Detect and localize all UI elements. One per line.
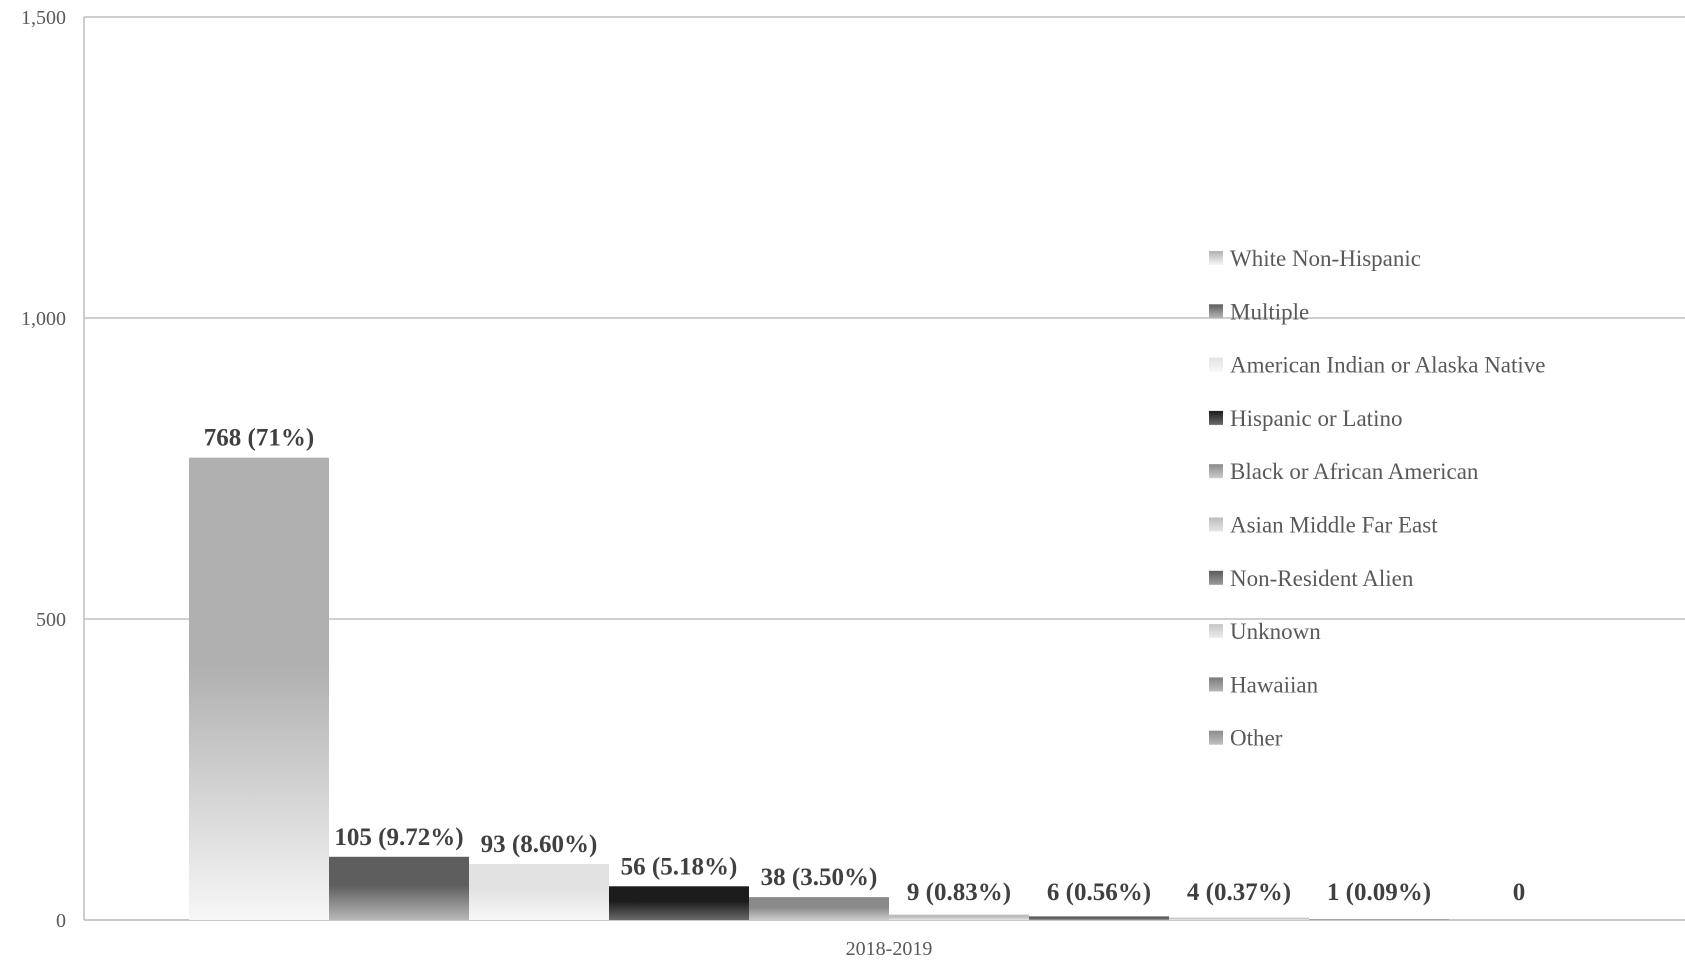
legend-swatch xyxy=(1209,624,1223,639)
y-tick-label: 0 xyxy=(56,910,66,932)
legend-swatch xyxy=(1209,357,1223,372)
legend-label: Other xyxy=(1230,726,1283,751)
bar xyxy=(1029,916,1169,920)
data-label: 768 (71%) xyxy=(204,425,314,452)
legend: White Non-Hispanic Multiple American India… xyxy=(1209,246,1546,751)
legend-swatch xyxy=(1209,464,1223,479)
y-tick-label: 1,500 xyxy=(21,7,66,29)
legend-label: American Indian or Alaska Native xyxy=(1230,353,1546,378)
data-label: 0 xyxy=(1513,879,1526,906)
legend-swatch xyxy=(1209,517,1223,532)
bar xyxy=(329,856,469,920)
bar xyxy=(749,897,889,920)
y-tick-label: 1,000 xyxy=(21,308,66,330)
bar xyxy=(469,864,609,920)
legend-label: Hispanic or Latino xyxy=(1230,406,1402,431)
bar xyxy=(189,457,329,920)
data-label: 4 (0.37%) xyxy=(1187,879,1291,906)
legend-label: Non-Resident Alien xyxy=(1230,566,1414,591)
legend-label: Asian Middle Far East xyxy=(1230,513,1438,538)
legend-label: White Non-Hispanic xyxy=(1230,246,1421,271)
legend-label: Multiple xyxy=(1230,299,1309,324)
data-label: 93 (8.60%) xyxy=(481,831,598,858)
data-label: 1 (0.09%) xyxy=(1327,879,1431,906)
data-label: 38 (3.50%) xyxy=(761,864,878,891)
legend-swatch xyxy=(1209,251,1223,265)
bar xyxy=(1309,919,1449,920)
x-category-label: 2018-2019 xyxy=(846,938,933,960)
y-tick-label: 500 xyxy=(36,609,66,631)
bars xyxy=(189,457,1449,920)
legend-label: Black or African American xyxy=(1230,459,1479,484)
data-label: 56 (5.18%) xyxy=(621,853,738,880)
legend-swatch xyxy=(1209,410,1223,425)
data-label: 9 (0.83%) xyxy=(907,879,1011,906)
data-label: 105 (9.72%) xyxy=(334,824,463,851)
bar xyxy=(1169,917,1309,920)
legend-swatch xyxy=(1209,304,1223,319)
legend-swatch xyxy=(1209,730,1223,745)
legend-swatch xyxy=(1209,570,1223,585)
bar xyxy=(889,914,1029,920)
legend-swatch xyxy=(1209,677,1223,692)
legend-label: Hawaiian xyxy=(1230,672,1319,697)
legend-label: Unknown xyxy=(1230,619,1321,644)
data-labels: 768 (71%) 105 (9.72%) 93 (8.60%) 56 (5.18%)… xyxy=(204,425,1525,906)
data-label: 6 (0.56%) xyxy=(1047,879,1151,906)
bar xyxy=(609,886,749,920)
